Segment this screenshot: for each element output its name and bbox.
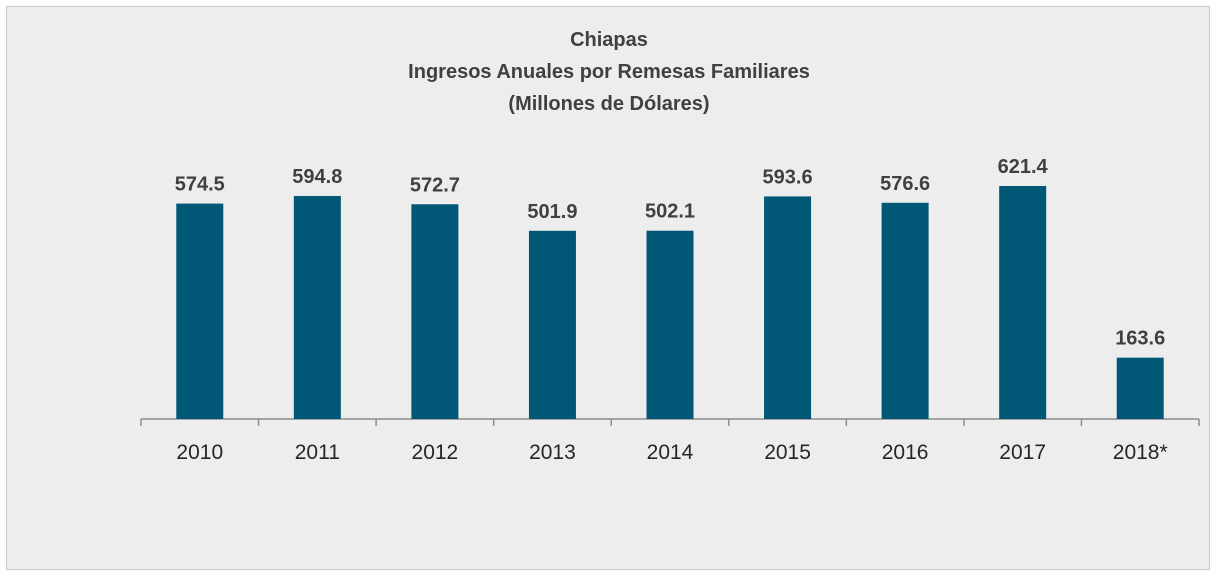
x-tick-label: 2018* bbox=[1113, 441, 1168, 464]
bar-2012 bbox=[411, 204, 459, 419]
x-tick-label: 2015 bbox=[764, 441, 811, 464]
bar-2016 bbox=[881, 202, 929, 419]
x-tick-label: 2011 bbox=[295, 441, 340, 464]
x-tick-label: 2014 bbox=[647, 441, 694, 464]
bar-2017 bbox=[999, 186, 1047, 419]
bar-2018* bbox=[1116, 357, 1164, 419]
data-label: 501.9 bbox=[527, 201, 577, 223]
bar-2013 bbox=[528, 230, 576, 419]
chart-title: Chiapas bbox=[570, 29, 648, 51]
data-label: 576.6 bbox=[880, 173, 930, 195]
data-label: 593.6 bbox=[763, 166, 813, 188]
bar-2010 bbox=[176, 203, 224, 419]
chart-units: (Millones de Dólares) bbox=[508, 93, 710, 115]
x-tick-label: 2012 bbox=[412, 441, 459, 464]
data-label: 572.7 bbox=[410, 174, 460, 196]
x-tick-label: 2017 bbox=[999, 441, 1046, 464]
x-tick-label: 2016 bbox=[882, 441, 929, 464]
data-label: 574.5 bbox=[175, 174, 225, 196]
chart-subtitle: Ingresos Anuales por Remesas Familiares bbox=[408, 61, 810, 83]
data-label: 594.8 bbox=[292, 166, 342, 188]
x-tick-label: 2010 bbox=[176, 441, 223, 464]
x-tick-label: 2013 bbox=[529, 441, 576, 464]
bar-2011 bbox=[293, 195, 341, 419]
data-label: 502.1 bbox=[645, 201, 695, 223]
bar-2015 bbox=[764, 196, 812, 419]
bar-2014 bbox=[646, 230, 694, 419]
data-label: 621.4 bbox=[998, 156, 1049, 178]
data-label: 163.6 bbox=[1115, 328, 1165, 350]
